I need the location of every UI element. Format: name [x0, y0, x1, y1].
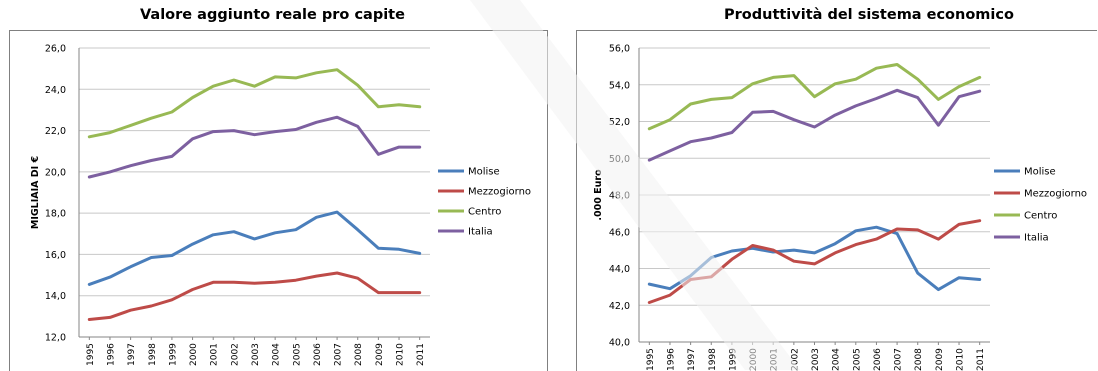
x-tick-label: 1995 — [646, 348, 656, 371]
y-tick-label: 46,0 — [609, 227, 630, 238]
x-tick-label: 2003 — [811, 348, 821, 371]
y-tick-label: 44,0 — [609, 264, 630, 275]
legend-label-molise: Molise — [1024, 167, 1056, 178]
x-tick-label: 2003 — [251, 343, 261, 366]
legend-label-mezzogiorno: Mezzogiorno — [1024, 189, 1087, 200]
legend-label-centro: Centro — [1024, 211, 1057, 222]
x-tick-label: 2007 — [894, 348, 904, 371]
chart-title-valore-aggiunto: Valore aggiunto reale pro capite — [140, 7, 405, 23]
y-tick-label: 50,0 — [609, 154, 630, 165]
y-tick-label: 52,0 — [609, 117, 630, 128]
legend-label-italia: Italia — [1024, 233, 1049, 244]
y-tick-label: 18,0 — [45, 209, 66, 220]
x-tick-label: 1997 — [687, 348, 697, 371]
y-tick-label: 20,0 — [45, 167, 66, 178]
y-tick-label: 54,0 — [609, 80, 630, 91]
x-tick-label: 2008 — [914, 348, 924, 371]
legend-label-italia: Italia — [468, 227, 493, 238]
y-tick-label: 14,0 — [45, 291, 66, 302]
series-line-italia — [87, 115, 422, 179]
x-tick-label: 2001 — [210, 343, 220, 366]
x-tick-label: 1997 — [127, 343, 137, 366]
x-tick-label: 1999 — [168, 343, 178, 366]
x-tick-label: 2011 — [416, 343, 426, 366]
x-tick-label: 2006 — [313, 343, 323, 366]
x-tick-label: 1998 — [708, 348, 718, 371]
x-tick-label: 2000 — [749, 348, 759, 371]
x-tick-label: 1998 — [148, 343, 158, 366]
series-line-mezzogiorno — [87, 271, 422, 321]
x-tick-label: 2009 — [375, 343, 385, 366]
y-tick-label: 24,0 — [45, 85, 66, 96]
x-tick-label: 2000 — [189, 343, 199, 366]
x-tick-label: 2009 — [935, 348, 945, 371]
x-tick-label: 2005 — [852, 348, 862, 371]
x-tick-label: 2002 — [790, 348, 800, 371]
x-tick-label: 2007 — [334, 343, 344, 366]
x-tick-label: 2010 — [396, 343, 406, 366]
legend-label-centro: Centro — [468, 207, 501, 218]
x-tick-label: 2005 — [292, 343, 302, 366]
x-tick-label: 2010 — [956, 348, 966, 371]
x-tick-label: 1996 — [666, 348, 676, 371]
x-tick-label: 2001 — [770, 348, 780, 371]
series-line-centro — [647, 63, 982, 131]
y-tick-label: 16,0 — [45, 250, 66, 261]
x-tick-label: 1996 — [106, 343, 116, 366]
x-tick-label: 2008 — [354, 343, 364, 366]
legend-label-mezzogiorno: Mezzogiorno — [468, 187, 531, 198]
x-tick-label: 2006 — [873, 348, 883, 371]
x-tick-label: 2002 — [230, 343, 240, 366]
y-tick-label: 40,0 — [609, 338, 630, 349]
x-tick-label: 2004 — [832, 348, 842, 371]
x-tick-label: 2004 — [272, 343, 282, 366]
y-tick-label: 56,0 — [609, 44, 630, 55]
y-tick-label: 12,0 — [45, 333, 66, 344]
series-line-centro — [87, 68, 422, 139]
series-line-mezzogiorno — [647, 219, 982, 304]
y-tick-label: 48,0 — [609, 191, 630, 202]
y-tick-label: 22,0 — [45, 126, 66, 137]
legend-label-molise: Molise — [468, 167, 500, 178]
y-axis-title: MIGLIAIA DI € — [30, 156, 41, 229]
x-tick-label: 2011 — [976, 348, 986, 371]
chart-panel-valore-aggiunto — [9, 30, 548, 371]
y-tick-label: 26,0 — [45, 44, 66, 55]
series-line-molise — [87, 210, 422, 286]
x-tick-label: 1999 — [728, 348, 738, 371]
x-tick-label: 1995 — [86, 343, 96, 366]
y-axis-title: .000 Euro — [593, 169, 604, 221]
y-tick-label: 42,0 — [609, 301, 630, 312]
